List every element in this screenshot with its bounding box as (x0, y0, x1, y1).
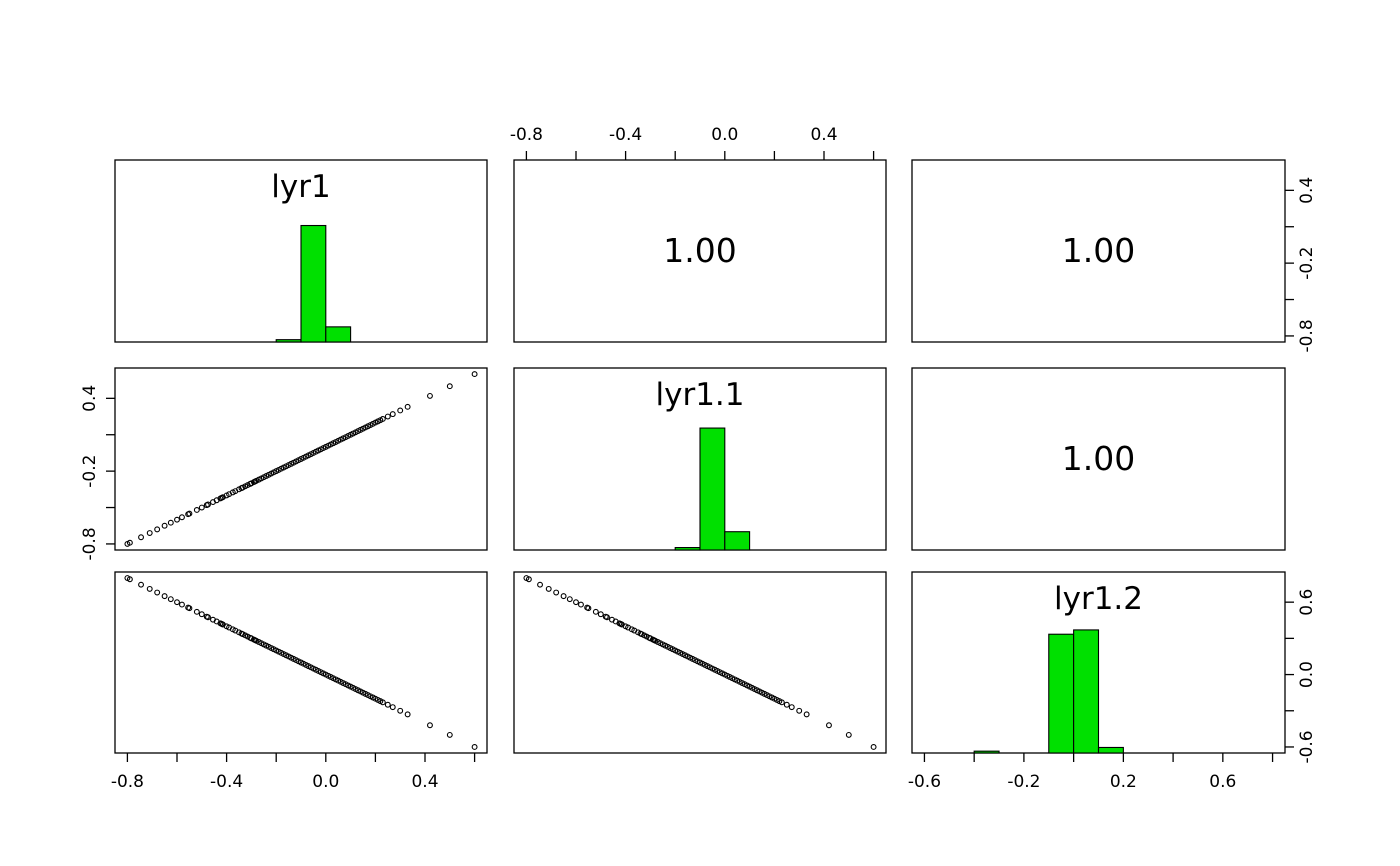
diag-panel-lyr1.2: lyr1.2 (973, 581, 1143, 754)
axis-tick-label: -0.2 (1297, 247, 1317, 280)
hist-bar (1048, 633, 1075, 754)
corr-value-r0c1: 1.00 (663, 231, 736, 270)
diag-panel-lyr1.1: lyr1.1 (655, 377, 751, 551)
scatter-r1c0 (124, 371, 478, 547)
axis-tick-label: -0.6 (1297, 730, 1317, 763)
hist-bar (1097, 746, 1124, 754)
axis-tick-label: -0.4 (210, 772, 243, 792)
scatter-r2c1 (523, 575, 877, 750)
panel-r0c2 (911, 159, 1286, 343)
axis-bottom-2: -0.6 -0.2 0.2 0.6 (908, 753, 1274, 792)
axis-right-5: 0.6 0.0 -0.6 (1285, 589, 1317, 764)
hist-bar (699, 427, 726, 551)
scatter-r2c0 (124, 575, 478, 750)
axis-tick-label: 0.0 (711, 125, 738, 145)
hist-bar (300, 224, 327, 343)
axis-tick-label: -0.8 (80, 527, 100, 560)
diag-panel-lyr1: lyr1 (271, 169, 352, 343)
axis-tick-label: 0.0 (1297, 661, 1317, 688)
axis-tick-label: -0.4 (609, 125, 642, 145)
hist-bar (275, 339, 302, 343)
var-title-lyr1: lyr1 (271, 169, 330, 205)
hist-bar (674, 547, 701, 551)
panel-r0c1 (513, 159, 887, 343)
axis-tick-label: 0.4 (1297, 177, 1317, 204)
panel-r1c2 (911, 367, 1286, 551)
axis-tick-label: -0.2 (80, 455, 100, 488)
axis-bottom-1: -0.8 -0.4 0.0 0.4 (111, 753, 476, 792)
hist-bar (973, 750, 1000, 754)
axis-tick-label: -0.8 (1297, 319, 1317, 352)
axis-tick-label: 0.2 (1110, 772, 1137, 792)
axis-tick-label: 0.4 (80, 385, 100, 412)
axis-tick-label: 0.4 (411, 772, 438, 792)
axis-tick-label: -0.6 (908, 772, 941, 792)
axis-left-3: 0.4 -0.2 -0.8 (80, 385, 115, 561)
axis-tick-label: 0.4 (810, 125, 837, 145)
var-title-lyr1.2: lyr1.2 (1054, 581, 1143, 617)
hist-bar (1073, 629, 1100, 754)
corr-value-r0c2: 1.00 (1062, 231, 1135, 270)
axis-right-4: 0.4 -0.2 -0.8 (1285, 177, 1317, 353)
corr-value-r1c2: 1.00 (1062, 439, 1135, 478)
axis-tick-label: 0.0 (312, 772, 339, 792)
hist-bar (325, 326, 352, 343)
axis-tick-label: -0.8 (111, 772, 144, 792)
hist-bar (724, 531, 751, 551)
axis-top-0: -0.8 -0.4 0.0 0.4 (510, 125, 875, 160)
axis-tick-label: 0.6 (1297, 589, 1317, 616)
axis-tick-label: -0.8 (510, 125, 543, 145)
axis-tick-label: -0.2 (1007, 772, 1040, 792)
var-title-lyr1.1: lyr1.1 (655, 377, 744, 413)
axis-tick-label: 0.6 (1209, 772, 1236, 792)
